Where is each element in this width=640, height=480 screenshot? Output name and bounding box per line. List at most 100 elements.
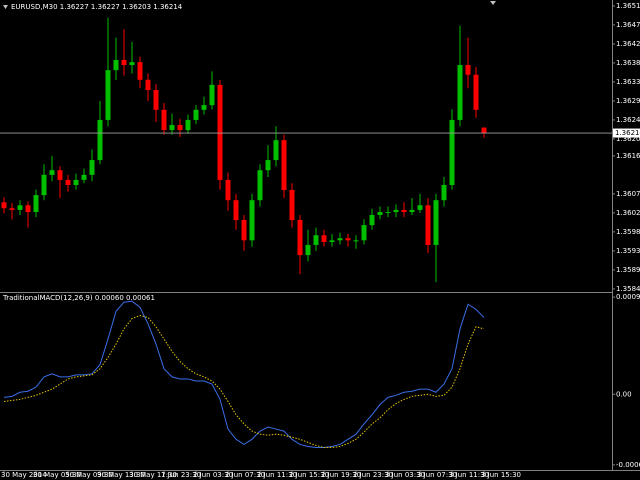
y-tick-label: -0.00069: [616, 461, 640, 469]
candle-body: [225, 179, 231, 201]
candle-body: [425, 205, 431, 245]
y-tick-label: 1.36380: [616, 59, 640, 67]
chart-header: EURUSD,M30 1.36227 1.36227 1.36203 1.362…: [11, 3, 183, 11]
x-tick-label: 2 Jun 15:30: [289, 471, 329, 479]
x-tick-label: 1 Jun 23:30: [161, 471, 201, 479]
x-tick-label: 2 Jun 03:30: [193, 471, 233, 479]
indicator-title: TraditionalMACD(12,26,9) 0.00060 0.00061: [2, 294, 155, 302]
candle-body: [241, 220, 247, 241]
candle-body: [281, 140, 287, 191]
candle-body: [361, 225, 367, 241]
candle-body: [233, 200, 239, 221]
candle-body: [97, 119, 103, 161]
candle-body: [465, 65, 471, 75]
y-tick-label: 1.35845: [616, 285, 640, 293]
y-tick-label: 1.36425: [616, 40, 640, 48]
current-price-label: 1.36214: [615, 129, 640, 137]
candle-body: [81, 174, 87, 180]
x-tick-label: 3 Jun 03:30: [385, 471, 425, 479]
current-price-box: [613, 128, 640, 138]
candle-body: [345, 238, 351, 241]
y-tick-label: 1.36515: [616, 2, 640, 10]
candle-body: [409, 209, 415, 213]
candle-body: [177, 125, 183, 131]
x-tick-label: 2 Jun 07:30: [225, 471, 265, 479]
y-tick-label: 1.36245: [616, 116, 640, 124]
y-tick-label: 0.00095: [616, 293, 640, 301]
candle-body: [201, 105, 207, 110]
candle-body: [25, 205, 31, 213]
y-tick-label: 1.36200: [616, 135, 640, 143]
x-tick-label: 30 May 2014: [1, 471, 47, 479]
x-tick-label: 3 Jun 07:30: [417, 471, 457, 479]
x-tick-label: 2 Jun 23:30: [353, 471, 393, 479]
x-tick-label: 30 May 17:30: [129, 471, 177, 479]
candle-body: [393, 209, 399, 213]
candle-body: [41, 174, 47, 196]
candle-body: [289, 190, 295, 221]
y-tick-label: 1.35980: [616, 228, 640, 236]
candle-body: [273, 140, 279, 161]
candle-body: [337, 238, 343, 241]
y-tick-label: 1.36160: [616, 152, 640, 160]
x-tick-label: 3 Jun 11:30: [449, 471, 489, 479]
candle-body: [73, 179, 79, 185]
x-tick-label: 2 Jun 19:30: [321, 471, 361, 479]
indicator-line: [3, 300, 485, 448]
candle-body: [473, 74, 479, 110]
candle-body: [113, 59, 119, 71]
candle-body: [457, 65, 463, 120]
candle-body: [377, 212, 383, 215]
scroll-marker: [490, 1, 496, 5]
candle-body: [385, 212, 391, 214]
candle-body: [321, 235, 327, 243]
candle-body: [449, 119, 455, 185]
candle-body: [121, 59, 127, 66]
y-tick-label: 1.36470: [616, 21, 640, 29]
x-tick-label: 30 May 05:30: [33, 471, 81, 479]
candle-body: [441, 184, 447, 201]
y-tick-label: 1.36025: [616, 209, 640, 217]
candle-body: [105, 70, 111, 120]
candle-body: [185, 119, 191, 131]
y-tick-label: 1.35935: [616, 247, 640, 255]
y-tick-label: 0.00: [616, 390, 632, 398]
y-tick-label: 1.36290: [616, 97, 640, 105]
candle-body: [369, 214, 375, 226]
symbol-menu-icon[interactable]: [3, 5, 8, 9]
indicator-line: [3, 314, 485, 448]
candle-body: [161, 109, 167, 131]
candle-body: [417, 205, 423, 210]
candle-body: [153, 89, 159, 110]
x-tick-label: 30 May 13:30: [97, 471, 145, 479]
candle-body: [33, 195, 39, 213]
candle-body: [401, 209, 407, 213]
candle-body: [169, 125, 175, 131]
candle-body: [137, 62, 143, 80]
y-tick-label: 1.36335: [616, 78, 640, 86]
candle-body: [145, 79, 151, 90]
candle-body: [89, 160, 95, 175]
candle-body: [49, 170, 55, 175]
candle-body: [1, 202, 7, 209]
candle-body: [17, 205, 23, 210]
candle-body: [57, 170, 63, 180]
x-tick-label: 2 Jun 11:30: [257, 471, 297, 479]
candle-body: [297, 220, 303, 256]
candle-body: [129, 62, 135, 66]
candle-body: [433, 200, 439, 245]
candle-body: [209, 84, 215, 106]
candle-body: [217, 84, 223, 180]
candle-body: [265, 160, 271, 171]
candle-body: [313, 235, 319, 245]
candle-body: [353, 240, 359, 242]
candle-body: [305, 244, 311, 256]
candle-body: [249, 200, 255, 241]
y-tick-label: 1.35890: [616, 266, 640, 274]
candle-body: [65, 179, 71, 185]
candle-body: [257, 170, 263, 201]
x-tick-label: 3 Jun 15:30: [481, 471, 521, 479]
